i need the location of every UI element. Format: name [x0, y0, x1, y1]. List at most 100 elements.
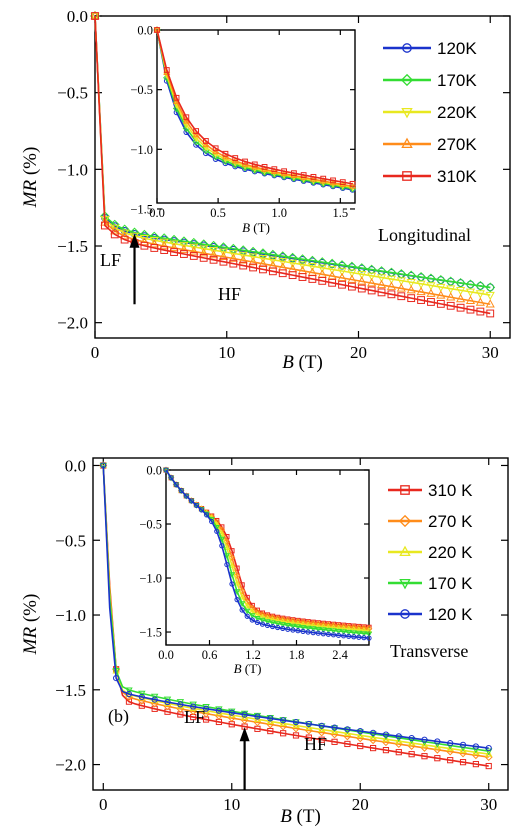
bottom-axis-ytick-label: −1.5 — [55, 681, 86, 700]
top-inset-series-4-point — [173, 94, 180, 101]
top-inset-series-4-point — [330, 177, 336, 184]
top-inset-axis-frame — [156, 29, 356, 204]
top-axis-frame — [94, 15, 511, 339]
top-series-2-point — [367, 272, 377, 281]
bottom-series-3-point — [99, 462, 107, 470]
top-series-3-point — [446, 292, 456, 301]
top-series-4-point — [150, 244, 159, 252]
top-inset-series-4-point — [281, 168, 288, 175]
top-inset-series-4-point — [242, 158, 248, 165]
top-series-1-point — [119, 224, 130, 235]
legend-marker — [400, 609, 410, 619]
top-series-4-point — [328, 278, 337, 287]
bottom-series-3-point — [138, 690, 146, 698]
top-series-1-point — [109, 219, 120, 230]
bottom-inset-series-4-point — [275, 624, 281, 631]
top-inset-series-4-point — [290, 170, 297, 177]
top-inset-x-axis-label-var: B — [242, 220, 250, 235]
top-series-4-point — [357, 284, 366, 293]
top-series-2-point — [258, 254, 268, 264]
bottom-series-4-point — [292, 719, 300, 726]
bottom-series-4-point — [344, 726, 351, 733]
bottom-inset-axis-xtick-label: 1.2 — [245, 648, 261, 662]
bottom-series-4-point — [357, 728, 364, 735]
top-series-4-point — [110, 230, 119, 239]
top-series-2-point — [218, 248, 229, 257]
top-inset-series-4-point — [202, 138, 209, 144]
bottom-series-4-point — [280, 717, 287, 724]
bottom-inset-series-4-point — [305, 629, 311, 635]
bottom-panel: 0 10 20 30 0.0 −0.5 −1.0 −1.5 −2.0 B (T) MR (%) (b)… — [20, 456, 509, 827]
top-series-2-point — [386, 275, 397, 285]
bottom-axis-frame — [92, 457, 509, 791]
top-inset-series-4-point — [349, 180, 356, 187]
top-series-3-point — [327, 270, 337, 280]
top-series-2-point — [297, 261, 308, 270]
top-inset-series-4-point — [163, 67, 170, 73]
top-axis-ytick-label: −2.0 — [57, 314, 88, 333]
top-series-2-point — [426, 282, 436, 291]
legend-label: 120 K — [428, 605, 473, 624]
top-series-4-point — [348, 282, 356, 291]
bottom-series-4-point — [434, 738, 441, 745]
bottom-inset-series-3-point — [269, 620, 276, 627]
bottom-inset-series-3-point — [284, 622, 291, 629]
top-inset-series-4-point — [154, 27, 160, 33]
bottom-lf-annotation: LF — [184, 707, 205, 727]
bottom-inset-series-3-point — [355, 630, 363, 637]
bottom-series-4-point — [369, 729, 377, 736]
top-inset-series-4-point — [320, 175, 327, 182]
bottom-inset-series-4-point — [290, 627, 296, 633]
top-series-3-point — [258, 258, 268, 268]
top-series-2-point — [465, 288, 476, 297]
bottom-series-4-point — [228, 709, 235, 716]
bottom-series-0-point — [434, 755, 441, 762]
bottom-series-3-point — [125, 687, 133, 695]
bottom-inset-series-4-point — [320, 631, 326, 637]
bottom-series-0-point — [472, 761, 479, 768]
top-inset-axis-ytick-label: 0.0 — [137, 24, 153, 38]
top-inset-series-4-point — [212, 145, 219, 152]
bottom-series-2-point — [382, 735, 390, 742]
top-series-4-point — [140, 241, 149, 250]
legend-marker — [402, 43, 412, 53]
top-x-axis-label: B (T) — [282, 352, 323, 373]
top-series-3-point — [179, 244, 189, 253]
bottom-axis-xtick-label: 0 — [99, 795, 108, 814]
top-inset-series-3-point — [309, 175, 317, 182]
bottom-series-2-point — [433, 742, 442, 750]
bottom-inset-series-4-point — [330, 632, 337, 638]
top-series-1-point — [485, 282, 496, 293]
bottom-inset-series-3-point — [315, 626, 322, 633]
bottom-inset-series-4-point — [198, 507, 205, 513]
top-series-1-point — [297, 254, 308, 265]
bottom-series-4-point — [254, 713, 261, 720]
top-series-4-point — [249, 263, 257, 272]
bottom-inset-series-4-point — [229, 581, 235, 587]
top-panel: 0 10 20 30 0.0 −0.5 −1.0 −1.5 −2.0 B (T) MR (%) LF H… — [20, 7, 511, 373]
bottom-series-0-line — [102, 465, 489, 767]
top-series-4-point — [219, 257, 228, 266]
top-series-3-point — [367, 278, 377, 287]
top-series-2-point — [120, 229, 130, 238]
top-series-2-point — [139, 235, 149, 244]
bottom-series-4-point — [447, 740, 454, 747]
top-hf-annotation: HF — [218, 284, 241, 304]
top-series-2-point — [169, 240, 179, 249]
bottom-series-4-point — [421, 736, 428, 743]
bottom-series-4-point — [125, 690, 133, 698]
top-series-3-point — [436, 290, 446, 299]
bottom-inset-series-4-point — [361, 635, 367, 641]
bottom-axis-ytick-label: −2.0 — [55, 756, 86, 775]
top-series-3-point — [416, 286, 426, 296]
top-series-2-line — [94, 15, 491, 296]
bottom-series-0-point — [318, 736, 325, 743]
bottom-x-axis-label-unit: (T) — [292, 806, 321, 827]
bottom-inset-series-3-point — [294, 624, 302, 631]
top-series-4-point — [170, 248, 178, 256]
top-inset-series-4-point — [339, 179, 346, 186]
bottom-inset-series-3-point — [223, 553, 231, 560]
bottom-inset-series-4-point — [269, 623, 276, 630]
bottom-axis-xtick-label: 20 — [352, 795, 369, 814]
